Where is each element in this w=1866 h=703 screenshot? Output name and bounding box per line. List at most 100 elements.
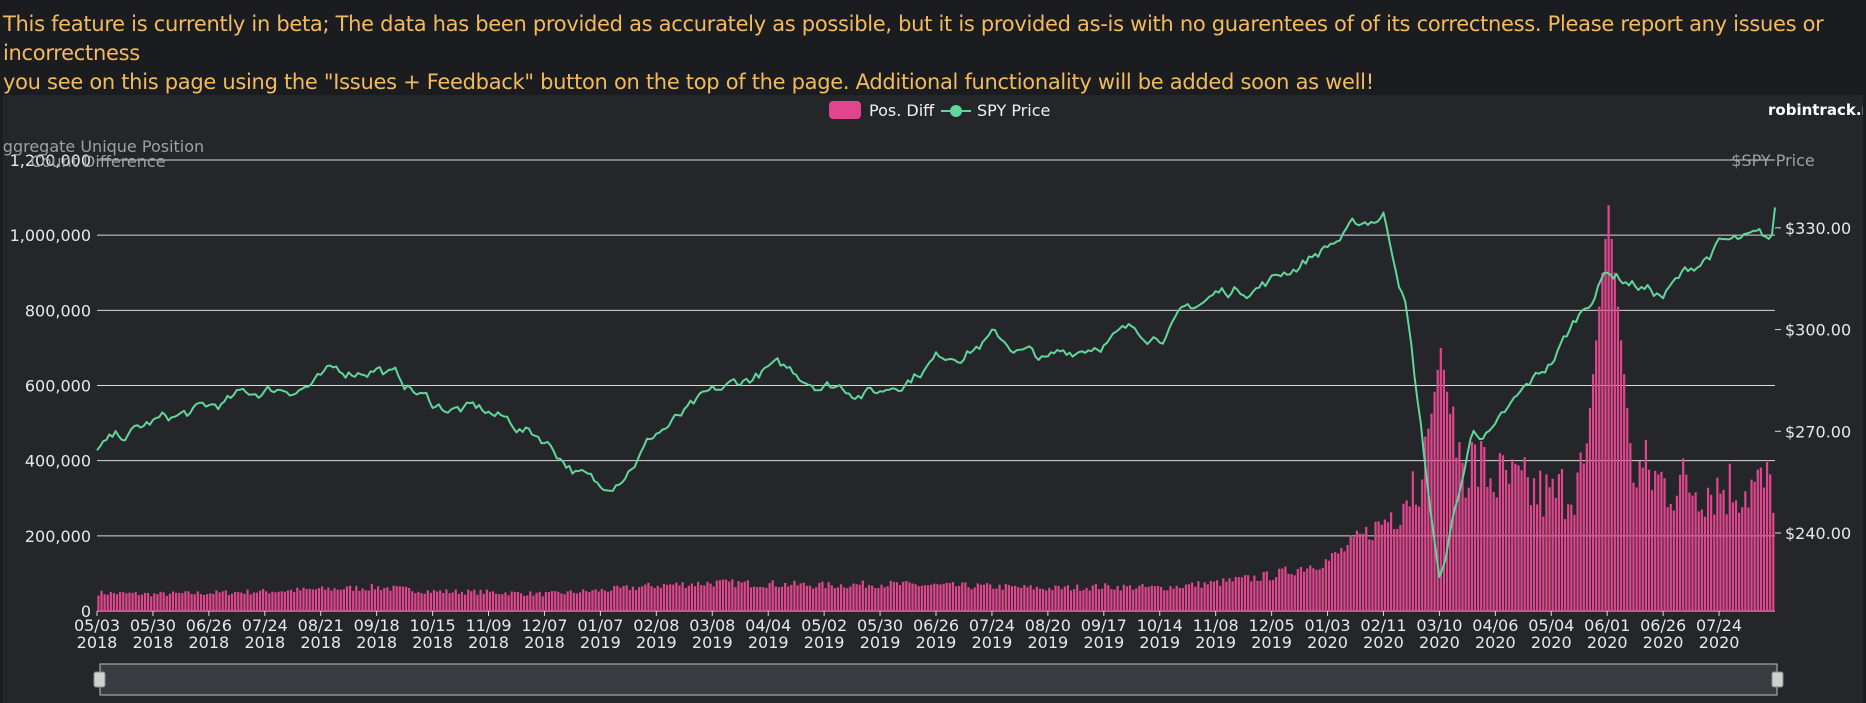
bar[interactable] — [1458, 442, 1461, 611]
bar[interactable] — [296, 587, 299, 611]
bar[interactable] — [886, 586, 889, 611]
bar[interactable] — [1486, 486, 1489, 611]
bar[interactable] — [989, 584, 992, 611]
bar[interactable] — [1399, 524, 1402, 611]
bar[interactable] — [734, 587, 737, 611]
bar[interactable] — [920, 585, 923, 611]
bar[interactable] — [1619, 340, 1623, 611]
bar[interactable] — [871, 585, 874, 611]
bar[interactable] — [1156, 585, 1160, 611]
bar[interactable] — [681, 582, 684, 611]
bar[interactable] — [168, 593, 171, 611]
bar[interactable] — [137, 595, 140, 611]
bar[interactable] — [1753, 481, 1756, 611]
bar[interactable] — [979, 584, 983, 611]
bar[interactable] — [1150, 585, 1153, 611]
bar[interactable] — [662, 583, 666, 611]
bar[interactable] — [998, 584, 1001, 611]
bar[interactable] — [215, 590, 218, 611]
bar[interactable] — [1281, 568, 1284, 611]
bar[interactable] — [656, 585, 659, 611]
bar[interactable] — [240, 592, 243, 611]
bar[interactable] — [588, 592, 591, 611]
bar[interactable] — [125, 593, 128, 611]
bar[interactable] — [954, 586, 958, 611]
bar[interactable] — [1542, 516, 1545, 611]
bar[interactable] — [1122, 584, 1125, 611]
bar[interactable] — [1657, 474, 1660, 611]
bar[interactable] — [1278, 568, 1281, 611]
bar[interactable] — [1113, 589, 1116, 611]
bar[interactable] — [355, 585, 358, 611]
bar[interactable] — [293, 591, 296, 611]
bar[interactable] — [1377, 521, 1380, 611]
bar[interactable] — [1275, 577, 1278, 611]
bar[interactable] — [439, 590, 442, 611]
bar[interactable] — [1532, 478, 1536, 611]
bar[interactable] — [765, 587, 768, 611]
bar[interactable] — [1380, 524, 1383, 611]
bar[interactable] — [165, 595, 168, 611]
bar[interactable] — [115, 594, 119, 611]
bar[interactable] — [675, 582, 678, 611]
bar[interactable] — [1504, 470, 1508, 611]
bar[interactable] — [454, 589, 457, 611]
bar[interactable] — [1169, 586, 1172, 611]
bar[interactable] — [541, 596, 544, 611]
bar[interactable] — [193, 594, 196, 611]
bar[interactable] — [880, 584, 883, 611]
bar[interactable] — [1038, 588, 1042, 611]
bar[interactable] — [843, 587, 846, 611]
bar[interactable] — [790, 584, 793, 611]
bar[interactable] — [1424, 436, 1427, 611]
bar[interactable] — [1508, 483, 1511, 611]
bar[interactable] — [1362, 533, 1365, 611]
bar[interactable] — [1700, 509, 1703, 611]
bar[interactable] — [392, 585, 395, 611]
bar[interactable] — [1349, 535, 1352, 611]
bar[interactable] — [302, 587, 305, 611]
bar[interactable] — [1682, 458, 1685, 611]
bar[interactable] — [1271, 579, 1275, 611]
bar[interactable] — [1116, 585, 1119, 611]
bar[interactable] — [768, 583, 771, 611]
bar[interactable] — [749, 587, 753, 611]
bar[interactable] — [709, 583, 712, 611]
spy-price-line[interactable] — [96, 207, 1776, 578]
bar[interactable] — [864, 587, 868, 611]
bar[interactable] — [575, 593, 579, 611]
bar[interactable] — [1041, 588, 1045, 611]
bar[interactable] — [516, 592, 520, 611]
bar[interactable] — [261, 589, 265, 611]
bar[interactable] — [1396, 528, 1399, 611]
bar[interactable] — [523, 595, 526, 611]
bar[interactable] — [1623, 374, 1626, 611]
bar[interactable] — [647, 582, 650, 611]
bar[interactable] — [594, 589, 597, 611]
bar[interactable] — [398, 586, 401, 611]
bar[interactable] — [1231, 581, 1234, 611]
bar[interactable] — [1647, 469, 1651, 611]
bar[interactable] — [578, 592, 582, 611]
bar[interactable] — [271, 591, 274, 611]
bar[interactable] — [858, 584, 861, 611]
bar[interactable] — [448, 593, 451, 611]
bar[interactable] — [616, 585, 619, 611]
range-slider[interactable] — [93, 663, 1784, 696]
bar[interactable] — [1060, 589, 1063, 611]
bar[interactable] — [538, 591, 541, 611]
bar[interactable] — [501, 594, 504, 611]
bar[interactable] — [1579, 452, 1582, 611]
bar[interactable] — [1088, 590, 1091, 611]
bar[interactable] — [1389, 512, 1393, 611]
bar[interactable] — [423, 593, 426, 611]
bar[interactable] — [150, 596, 153, 611]
bar[interactable] — [1635, 487, 1638, 611]
bar[interactable] — [1091, 585, 1094, 611]
bar[interactable] — [473, 589, 476, 611]
bar[interactable] — [1107, 585, 1110, 611]
bar[interactable] — [1772, 512, 1775, 611]
bar[interactable] — [976, 583, 979, 611]
bar[interactable] — [529, 591, 532, 611]
bar[interactable] — [622, 585, 625, 611]
